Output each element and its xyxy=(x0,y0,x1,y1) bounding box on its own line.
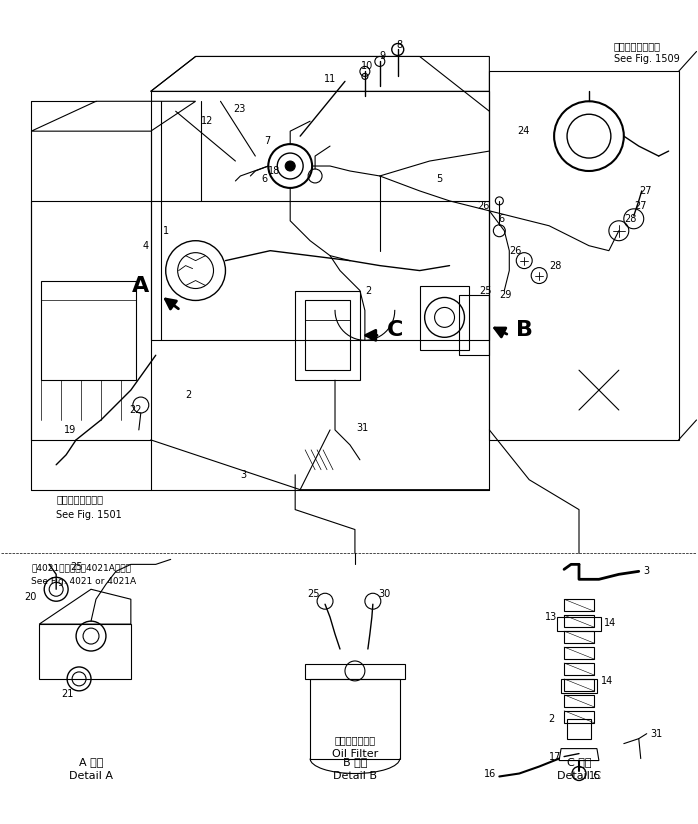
Text: C: C xyxy=(387,321,403,340)
Text: 28: 28 xyxy=(549,260,561,270)
Text: 25: 25 xyxy=(308,589,320,599)
Text: 4: 4 xyxy=(142,241,149,250)
Text: Detail A: Detail A xyxy=(69,771,113,781)
Text: See Fig. 1501: See Fig. 1501 xyxy=(56,509,122,520)
Text: 27: 27 xyxy=(634,201,646,211)
Text: 第１５０１図参照: 第１５０１図参照 xyxy=(56,494,103,504)
Text: Detail C: Detail C xyxy=(557,771,601,781)
Text: 6: 6 xyxy=(498,213,505,224)
Text: B: B xyxy=(516,321,533,340)
Text: 23: 23 xyxy=(233,105,246,115)
Text: 7: 7 xyxy=(264,136,270,146)
Text: Oil Filter: Oil Filter xyxy=(332,748,378,759)
Text: 第4021図または第4021A図参照: 第4021図または第4021A図参照 xyxy=(31,563,131,572)
Text: 25: 25 xyxy=(480,285,492,296)
Text: 26: 26 xyxy=(510,246,521,255)
Text: 2: 2 xyxy=(186,390,192,400)
Text: Detail B: Detail B xyxy=(333,771,377,781)
Text: 13: 13 xyxy=(545,612,557,622)
Circle shape xyxy=(285,161,295,171)
Text: 5: 5 xyxy=(436,174,443,184)
Text: 2: 2 xyxy=(548,714,554,723)
Text: 22: 22 xyxy=(129,405,142,415)
Text: 15: 15 xyxy=(589,771,602,781)
Text: C 詳細: C 詳細 xyxy=(567,756,591,766)
Text: 3: 3 xyxy=(644,566,650,576)
Text: A 詳細: A 詳細 xyxy=(79,756,103,766)
Text: 17: 17 xyxy=(549,751,561,761)
Text: 16: 16 xyxy=(484,769,496,779)
Text: 28: 28 xyxy=(624,213,636,224)
Text: See Fig. 4021 or 4021A: See Fig. 4021 or 4021A xyxy=(31,577,136,586)
Text: See Fig. 1509: See Fig. 1509 xyxy=(614,54,680,64)
Text: 31: 31 xyxy=(651,728,663,738)
Text: 8: 8 xyxy=(396,40,403,49)
Text: 10: 10 xyxy=(361,62,373,72)
Text: 2: 2 xyxy=(365,285,371,296)
Text: 19: 19 xyxy=(64,425,76,435)
Text: 29: 29 xyxy=(499,291,512,301)
Text: 6: 6 xyxy=(261,174,267,184)
Text: B 詳細: B 詳細 xyxy=(343,756,367,766)
Text: 9: 9 xyxy=(380,51,386,62)
Text: 25: 25 xyxy=(70,562,83,573)
Text: 18: 18 xyxy=(268,166,280,176)
Text: 26: 26 xyxy=(477,201,489,211)
Text: 12: 12 xyxy=(201,116,214,126)
Text: 14: 14 xyxy=(604,618,616,628)
Text: 1: 1 xyxy=(163,226,169,236)
Text: 21: 21 xyxy=(61,689,73,699)
Text: 24: 24 xyxy=(517,126,529,136)
Text: 14: 14 xyxy=(601,676,613,686)
Text: A: A xyxy=(132,275,149,296)
Text: 第１５０９図参照: 第１５０９図参照 xyxy=(614,41,661,52)
Text: 3: 3 xyxy=(240,470,246,480)
Text: 11: 11 xyxy=(324,74,336,84)
Text: 31: 31 xyxy=(356,423,368,433)
Text: 27: 27 xyxy=(639,186,651,196)
Text: オイルフィルタ: オイルフィルタ xyxy=(334,736,376,746)
Text: 30: 30 xyxy=(378,589,390,599)
Text: 20: 20 xyxy=(24,592,36,602)
